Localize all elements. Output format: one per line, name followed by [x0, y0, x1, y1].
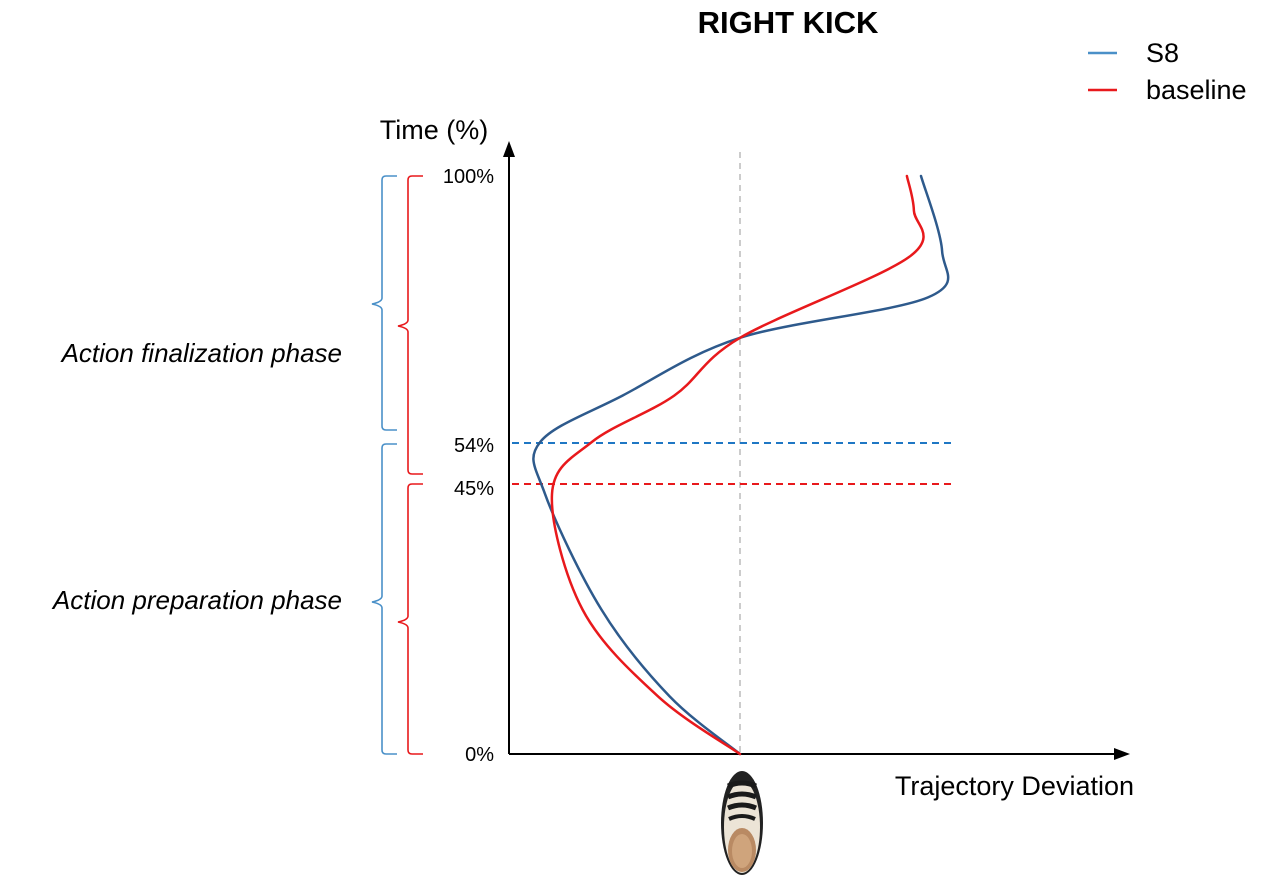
y-axis-arrow [503, 141, 515, 157]
series-line-s8 [532, 174, 950, 756]
bracket-s8-finalization [371, 175, 397, 431]
y-tick-label-54: 54% [454, 435, 494, 457]
shoe-icon [721, 771, 763, 875]
axes [503, 141, 1130, 760]
x-axis-arrow [1114, 748, 1130, 760]
legend: S8 baseline [1088, 38, 1247, 105]
legend-label-baseline: baseline [1146, 75, 1247, 105]
phase-brackets [371, 175, 423, 755]
bracket-baseline-finalization [397, 175, 423, 475]
legend-label-s8: S8 [1146, 38, 1179, 68]
x-axis-label: Trajectory Deviation [895, 771, 1134, 801]
series-line-baseline [550, 174, 925, 756]
bracket-s8-preparation [371, 443, 397, 755]
bracket-baseline-preparation [397, 483, 423, 755]
y-tick-label-0: 0% [465, 744, 494, 766]
y-tick-label-100: 100% [443, 166, 494, 188]
phase-label-finalization: Action finalization phase [60, 338, 342, 368]
y-tick-label-45: 45% [454, 478, 494, 500]
y-axis-label: Time (%) [380, 115, 489, 145]
phase-label-preparation: Action preparation phase [51, 585, 342, 615]
chart-title: RIGHT KICK [698, 5, 879, 40]
